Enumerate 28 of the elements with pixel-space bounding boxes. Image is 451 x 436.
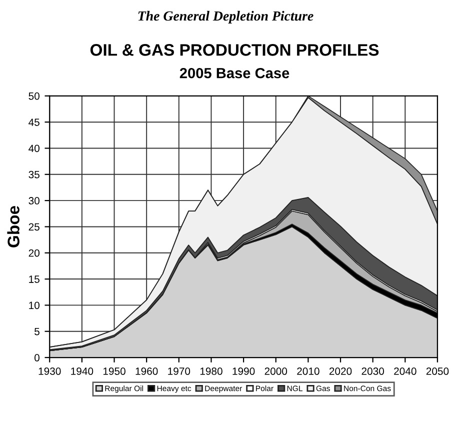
y-tick-label: 10 (29, 302, 40, 310)
x-tick-label: 1990 (232, 368, 255, 375)
x-tick-label: 2050 (426, 368, 449, 375)
x-tick-label: 2000 (264, 368, 288, 375)
y-tick-label: 25 (28, 223, 40, 231)
x-tick-label: 2040 (394, 368, 416, 375)
x-tick-label: 2030 (362, 368, 384, 375)
x-tick-label: 1930 (38, 368, 61, 375)
y-tick-label: 5 (34, 328, 40, 336)
x-tick-label: 1970 (168, 368, 190, 375)
x-tick-label: 2010 (297, 368, 320, 375)
x-tick-label: 1950 (103, 368, 126, 375)
y-tick-label: 50 (28, 92, 40, 100)
y-tick-label: 30 (28, 197, 40, 204)
chart-subtitle: 2005 Base Case (180, 68, 290, 78)
y-tick-label: 20 (28, 249, 40, 257)
y-tick-label: 0 (34, 354, 40, 362)
y-axis-title: Gboe (7, 206, 20, 248)
y-tick-label: 15 (29, 276, 40, 283)
chart-title: OIL & GAS PRODUCTION PROFILES (90, 44, 379, 56)
y-tick-label: 40 (28, 144, 40, 152)
y-tick-label: 45 (28, 118, 40, 126)
x-tick-label: 2020 (329, 368, 352, 375)
x-tick-label: 1960 (136, 368, 158, 375)
text: The General Depletion Picture (138, 10, 314, 24)
x-tick-label: 1980 (200, 368, 222, 375)
y-tick-label: 35 (28, 170, 40, 178)
x-tick-label: 1940 (71, 368, 94, 375)
